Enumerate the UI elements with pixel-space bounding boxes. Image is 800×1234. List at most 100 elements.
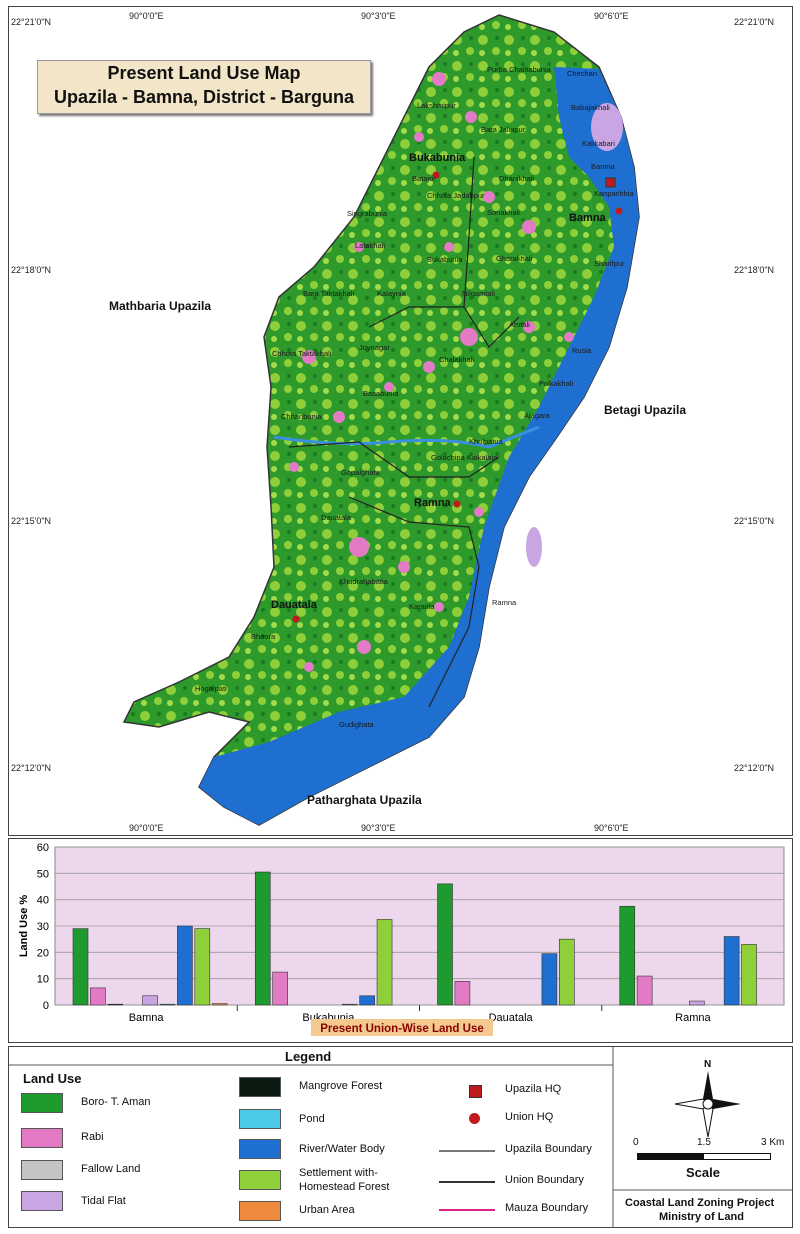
place-label: Purba Chalitabunia	[487, 65, 551, 74]
bar	[341, 1003, 358, 1006]
place-label: Babajakhali	[571, 103, 610, 112]
legend-label-settlement-2: Homestead Forest	[299, 1181, 390, 1193]
place-label: Gharakhali	[496, 254, 533, 263]
place-label: Sharifpur	[594, 259, 625, 268]
neighbor-west: Mathbaria Upazila	[109, 299, 212, 313]
legend-upazila-hq-icon	[469, 1085, 482, 1098]
rabi-patches	[289, 72, 574, 672]
bar	[90, 987, 106, 1006]
lon-label-bottom-0: 90°0'0"E	[129, 823, 164, 833]
legend-frame: Legend Land Use Boro- T. Aman Rabi Fallo…	[8, 1046, 793, 1228]
legend-swatch-tidal-flat	[21, 1191, 63, 1211]
bar	[741, 944, 757, 1006]
map-frame: 90°0'0"E 90°3'0"E 90°6'0"E 90°0'0"E 90°3…	[8, 6, 793, 836]
legend-label-tidal-flat: Tidal Flat	[81, 1195, 126, 1207]
y-tick-label: 60	[37, 842, 49, 854]
bar	[194, 928, 211, 1006]
place-label: Bara Jaliapur	[481, 125, 526, 134]
bar	[107, 1003, 124, 1006]
bar	[359, 995, 375, 1006]
bar	[636, 975, 653, 1006]
legend-label-mauza-boundary: Mauza Boundary	[505, 1202, 589, 1214]
legend-label-boro-t-aman: Boro- T. Aman	[81, 1096, 151, 1108]
north-arrow-icon	[674, 1071, 741, 1138]
place-label: Dhanikhali	[499, 174, 535, 183]
map-title-box: Present Land Use Map Upazila - Bamna, Di…	[37, 60, 371, 114]
y-tick-label: 0	[43, 1000, 49, 1012]
scale-bar	[637, 1153, 771, 1160]
bar	[142, 995, 158, 1006]
legend-label-pond: Pond	[299, 1113, 325, 1125]
union-label-ramna: Ramna	[414, 497, 451, 509]
place-label: Bukabunia	[427, 255, 463, 264]
neighbor-east: Betagi Upazila	[604, 403, 687, 417]
bar	[272, 971, 288, 1006]
bar	[376, 919, 393, 1006]
bar	[619, 905, 636, 1006]
tidal-flat-area	[526, 527, 542, 567]
union-hq-marker	[615, 207, 623, 215]
legend-label-river-water-body: River/Water Body	[299, 1143, 385, 1155]
scale-label: Scale	[686, 1165, 720, 1180]
lon-label-bottom-2: 90°6'0"E	[594, 823, 629, 833]
place-label: Singrabunia	[347, 209, 388, 218]
place-label: Khudrahabatia	[339, 577, 388, 586]
place-label: Chhanbunia	[281, 412, 322, 421]
place-label: Kanpachhia	[594, 189, 634, 198]
y-tick-label: 40	[37, 895, 49, 907]
place-label: Polkakhali	[539, 379, 574, 388]
lon-label-top-0: 90°0'0"E	[129, 11, 164, 21]
legend-swatch-fallow-land	[21, 1160, 63, 1180]
bar	[177, 925, 193, 1006]
place-label: Chhota Taktakhali	[272, 349, 332, 358]
legend-mauza-boundary-line	[439, 1209, 495, 1211]
bar	[689, 1000, 705, 1006]
x-axis-label-box	[311, 1019, 493, 1036]
map-title-line1: Present Land Use Map	[107, 63, 301, 83]
bar	[541, 953, 558, 1006]
place-label: Gopalghata	[341, 468, 380, 477]
chart-frame: 0 10 20 30 40 50 60 Bamna Bukabunia Dauatala Ramna…	[8, 838, 793, 1043]
legend-swatch-urban-area	[239, 1201, 281, 1221]
scale-mid: 1.5	[697, 1137, 711, 1148]
lat-label-right-0: 22°21'0"N	[734, 17, 775, 27]
legend-label-upazila-hq: Upazila HQ	[505, 1083, 562, 1095]
lat-label-right-1: 22°18'0"N	[734, 265, 775, 275]
place-label: Kalaynia	[377, 289, 406, 298]
lat-label-left-0: 22°21'0"N	[11, 17, 52, 27]
x-tick-label: Dauatala	[489, 1012, 534, 1024]
place-label: Bhaora	[251, 632, 276, 641]
place-label: Chechan	[567, 69, 598, 78]
bar	[254, 871, 271, 1006]
legend-grid-lines	[9, 1047, 792, 1227]
legend-swatch-river-water-body	[239, 1139, 281, 1159]
place-label: Kalikabari	[582, 139, 615, 148]
scale-max: 3 Km	[761, 1137, 785, 1148]
bar	[558, 938, 575, 1006]
map-title-line2: Upazila - Bamna, District - Barguna	[53, 87, 355, 107]
x-axis-label: Present Union-Wise Land Use	[320, 1023, 483, 1035]
place-label: Joynagar	[359, 343, 390, 352]
lat-label-right-3: 22°12'0"N	[734, 763, 775, 773]
north-label: N	[704, 1059, 712, 1070]
place-label: Karaitla	[409, 602, 435, 611]
y-tick-label: 30	[37, 921, 49, 933]
place-label: Lakshmipur	[417, 101, 456, 110]
y-axis-label: Land Use %	[18, 895, 30, 958]
place-label: Kholpatua	[469, 437, 503, 446]
place-label: Bamna	[591, 162, 615, 171]
place-label: Ramna	[492, 598, 517, 607]
internal-river	[273, 425, 540, 449]
bar	[454, 981, 471, 1006]
place-label: Hogalpati	[195, 684, 227, 693]
map-graphic	[122, 14, 640, 826]
legend-label-mangrove-forest: Mangrove Forest	[299, 1080, 383, 1092]
place-label: Sonakhali	[487, 208, 520, 217]
bar	[72, 928, 89, 1006]
credit-line2: Ministry of Land	[659, 1211, 744, 1223]
y-tick-label: 20	[37, 947, 49, 959]
x-tick-label: Ramna	[675, 1012, 711, 1024]
place-label: Bara Taktakhali	[303, 289, 355, 298]
y-tick-label: 50	[37, 868, 49, 880]
